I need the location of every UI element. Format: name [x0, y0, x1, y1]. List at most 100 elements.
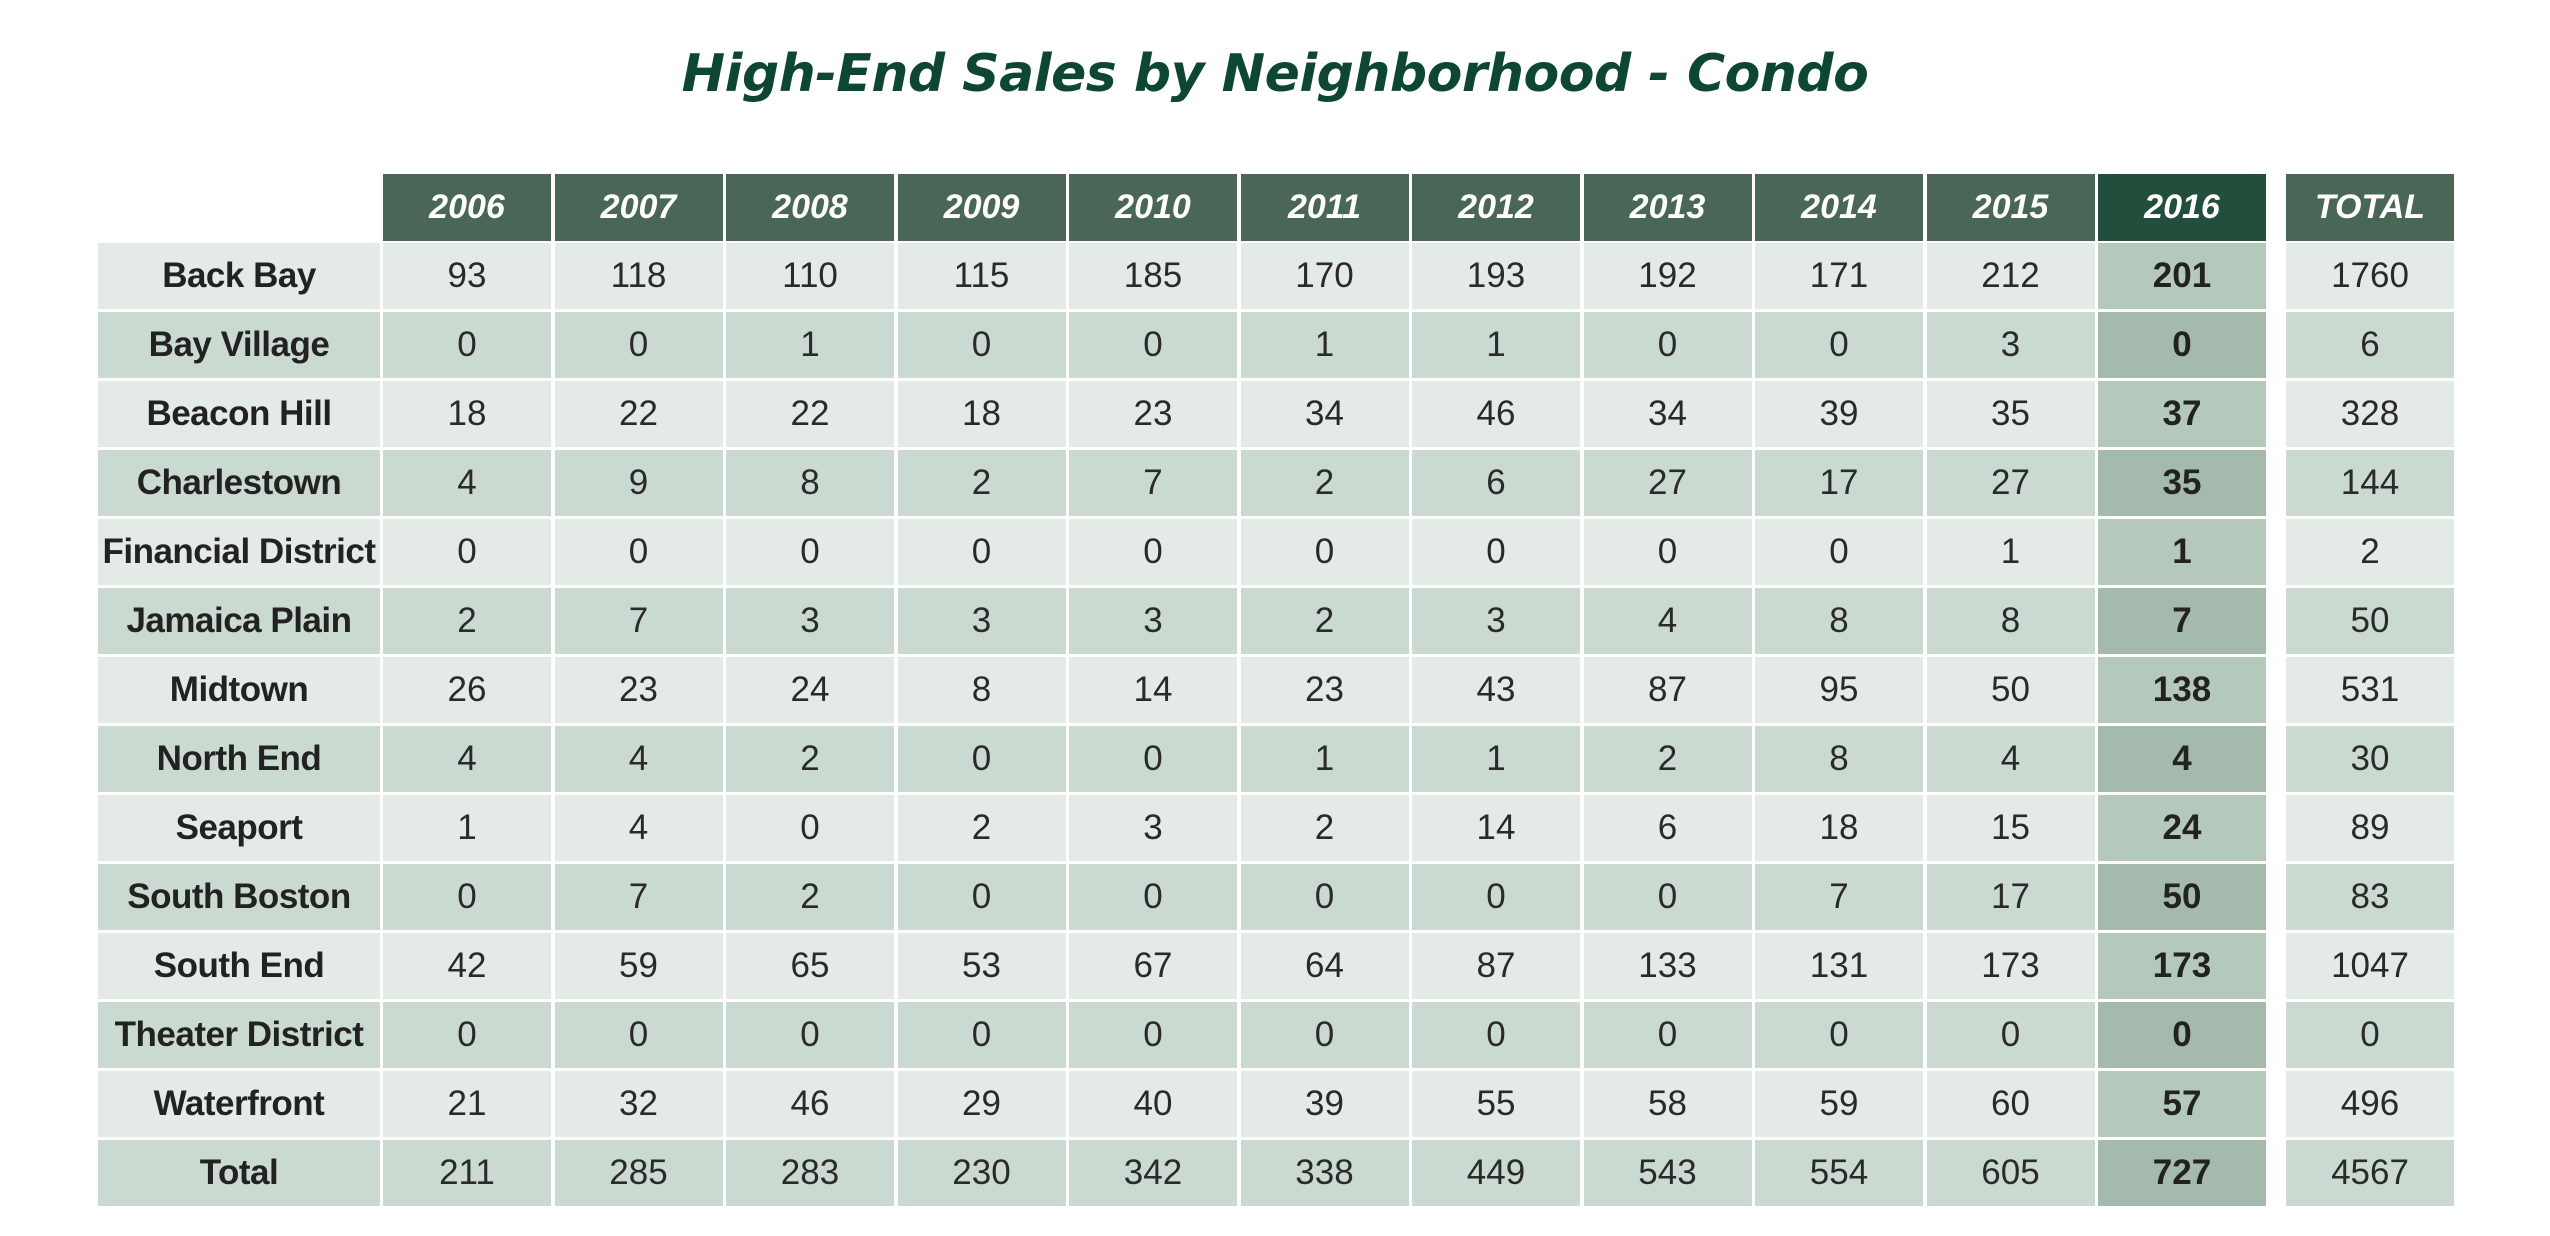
- table-cell: 2: [726, 864, 894, 930]
- table-cell: 0: [1069, 312, 1237, 378]
- table-cell: 29: [897, 1071, 1066, 1137]
- table-cell: 2: [383, 588, 551, 654]
- table-cell: 0: [1755, 519, 1923, 585]
- table-cell: 115: [897, 243, 1066, 309]
- table-cell: 0: [383, 1002, 551, 1068]
- table-cell: 2: [897, 795, 1066, 861]
- table-cell: 59: [554, 933, 723, 999]
- table-cell: 60: [1926, 1071, 2095, 1137]
- row-total-cell: 0: [2286, 1002, 2454, 1068]
- table-cell: 0: [554, 1002, 723, 1068]
- table-cell: 37: [2098, 381, 2266, 447]
- table-cell: 53: [897, 933, 1066, 999]
- table-cell: 0: [1240, 1002, 1409, 1068]
- row-label: Seaport: [98, 795, 380, 861]
- table-cell: 201: [2098, 243, 2266, 309]
- table-cell: 0: [2098, 312, 2266, 378]
- table-cell: 1: [383, 795, 551, 861]
- row-label: Waterfront: [98, 1071, 380, 1137]
- table-cell: 0: [1583, 519, 1752, 585]
- table-cell: 27: [1926, 450, 2095, 516]
- table-cell: 7: [554, 588, 723, 654]
- table-cell: 8: [726, 450, 894, 516]
- table-cell: 24: [2098, 795, 2266, 861]
- table-cell: 18: [383, 381, 551, 447]
- table-cell: 95: [1755, 657, 1923, 723]
- table-cell: 58: [1583, 1071, 1752, 1137]
- row-label: Jamaica Plain: [98, 588, 380, 654]
- row-total-cell: 2: [2286, 519, 2454, 585]
- column-header: 2006: [383, 174, 551, 241]
- table-cell: 173: [2098, 933, 2266, 999]
- table-cell: 8: [1926, 588, 2095, 654]
- table-cell: 4: [1926, 726, 2095, 792]
- row-label: Total: [98, 1140, 380, 1206]
- table-cell: 1: [1926, 519, 2095, 585]
- table-cell: 605: [1926, 1140, 2095, 1206]
- table-cell: 6: [1583, 795, 1752, 861]
- table-cell: 0: [383, 519, 551, 585]
- row-label: Back Bay: [98, 243, 380, 309]
- table-cell: 34: [1240, 381, 1409, 447]
- table-cell: 42: [383, 933, 551, 999]
- table-cell: 230: [897, 1140, 1066, 1206]
- row-label: South Boston: [98, 864, 380, 930]
- table-cell: 3: [1926, 312, 2095, 378]
- row-total-cell: 6: [2286, 312, 2454, 378]
- table-cell: 87: [1583, 657, 1752, 723]
- table-cell: 46: [726, 1071, 894, 1137]
- table-cell: 1: [2098, 519, 2266, 585]
- table-cell: 3: [1412, 588, 1580, 654]
- table-cell: 1: [1412, 312, 1580, 378]
- table-cell: 50: [1926, 657, 2095, 723]
- table-cell: 34: [1583, 381, 1752, 447]
- column-header: 2009: [897, 174, 1066, 241]
- row-total-cell: 4567: [2286, 1140, 2454, 1206]
- table-cell: 283: [726, 1140, 894, 1206]
- table-cell: 192: [1583, 243, 1752, 309]
- table-cell: 17: [1755, 450, 1923, 516]
- table-cell: 0: [1069, 1002, 1237, 1068]
- table-cell: 1: [726, 312, 894, 378]
- row-label: Bay Village: [98, 312, 380, 378]
- table-cell: 46: [1412, 381, 1580, 447]
- table-cell: 342: [1069, 1140, 1237, 1206]
- table-cell: 17: [1926, 864, 2095, 930]
- table-cell: 173: [1926, 933, 2095, 999]
- table-cell: 0: [1069, 519, 1237, 585]
- table-cell: 3: [1069, 795, 1237, 861]
- row-label: South End: [98, 933, 380, 999]
- table-cell: 0: [2098, 1002, 2266, 1068]
- table-cell: 0: [897, 864, 1066, 930]
- row-total-cell: 328: [2286, 381, 2454, 447]
- table-cell: 0: [726, 519, 894, 585]
- table-cell: 3: [897, 588, 1066, 654]
- column-header: 2013: [1583, 174, 1752, 241]
- table-cell: 4: [554, 726, 723, 792]
- table-cell: 554: [1755, 1140, 1923, 1206]
- table-cell: 23: [1240, 657, 1409, 723]
- column-header: 2007: [554, 174, 723, 241]
- table-cell: 43: [1412, 657, 1580, 723]
- row-total-cell: 50: [2286, 588, 2454, 654]
- table-cell: 2: [1240, 450, 1409, 516]
- column-header: 2011: [1240, 174, 1409, 241]
- row-label: Midtown: [98, 657, 380, 723]
- table-cell: 338: [1240, 1140, 1409, 1206]
- table-cell: 8: [897, 657, 1066, 723]
- total-column-header: TOTAL: [2286, 174, 2454, 241]
- table-cell: 4: [2098, 726, 2266, 792]
- table-cell: 0: [1755, 312, 1923, 378]
- table-cell: 7: [1069, 450, 1237, 516]
- table-cell: 3: [726, 588, 894, 654]
- table-cell: 0: [1755, 1002, 1923, 1068]
- table-cell: 67: [1069, 933, 1237, 999]
- row-label: North End: [98, 726, 380, 792]
- table-cell: 4: [383, 726, 551, 792]
- column-header: 2010: [1069, 174, 1237, 241]
- column-header: 2016: [2098, 174, 2266, 241]
- table-cell: 4: [1583, 588, 1752, 654]
- table-cell: 138: [2098, 657, 2266, 723]
- table-cell: 2: [1240, 588, 1409, 654]
- table-cell: 39: [1240, 1071, 1409, 1137]
